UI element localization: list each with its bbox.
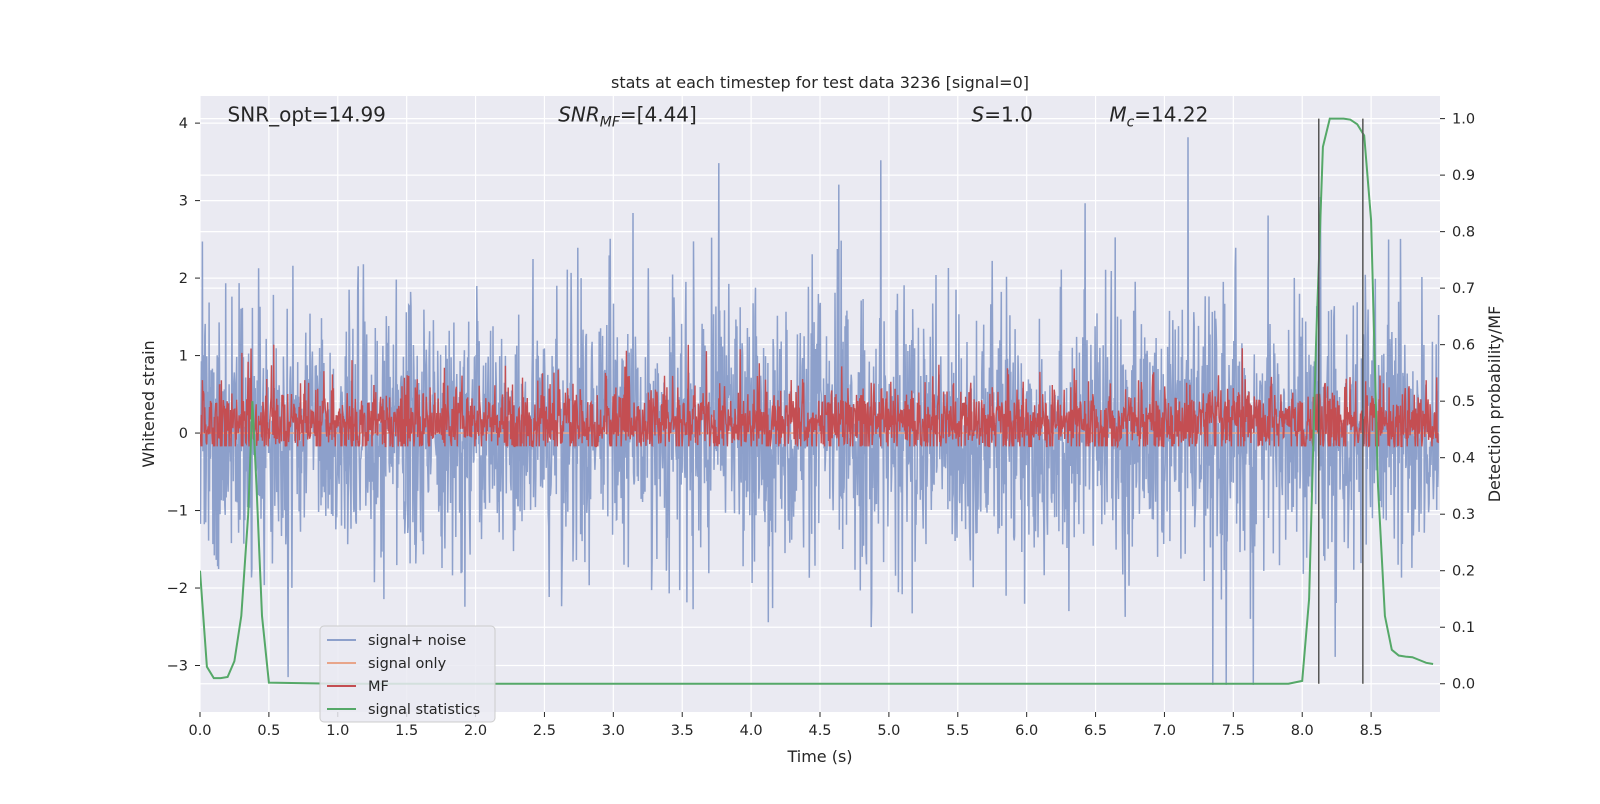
y2-axis-label: Detection probability/MF [1485,306,1504,503]
annotation-symbol: M [1109,102,1126,126]
y2-tick-label: 0.5 [1452,394,1475,410]
y2-tick-label: 0.3 [1452,507,1475,523]
x-tick-label: 7.0 [1153,723,1176,739]
legend: signal+ noise signal only MF signal statist… [319,625,496,723]
y-tick-label: −1 [167,504,188,520]
legend-label: signal only [368,656,447,672]
y2-tick-label: 0.6 [1452,338,1475,354]
x-tick-label: 3.0 [602,723,625,739]
x-tick-label: 4.0 [740,723,763,739]
chart-title: stats at each timestep for test data 323… [611,73,1029,92]
annotation-subscript: MF [600,114,621,130]
x-tick-label: 6.0 [1015,723,1038,739]
y2-tick-label: 0.1 [1452,620,1475,636]
y-tick-label: −3 [167,659,188,675]
y-tick-label: 3 [179,194,188,210]
x-tick-label: 8.5 [1360,723,1383,739]
y2-tick-label: 0.4 [1452,451,1475,467]
x-tick-label: 5.5 [946,723,969,739]
y2-tick-label: 1.0 [1452,112,1475,128]
series-layer [200,117,1440,685]
y-tick-label: −2 [167,581,188,597]
x-tick-label: 0.0 [188,723,211,739]
y-axis-label: Whitened strain [139,340,158,467]
x-tick-label: 4.5 [808,723,831,739]
x-tick-label: 2.5 [533,723,556,739]
annotation: Mc=14.22 [1109,102,1208,130]
annotation: SNRMF=[4.44] [558,102,697,130]
legend-label: MF [368,679,389,695]
x-tick-label: 6.5 [1084,723,1107,739]
legend-box [319,625,496,723]
y2-tick-label: 0.2 [1452,564,1475,580]
x-tick-label: 5.0 [877,723,900,739]
series-mf [200,344,1440,449]
y2-tick-label: 0.0 [1452,677,1475,693]
y2-tick-label: 0.8 [1452,225,1475,241]
y2-tick-label: 0.7 [1452,281,1475,297]
x-axis-label: Time (s) [786,747,852,766]
y-tick-label: 0 [179,426,188,442]
annotation-symbol: S [972,102,985,126]
y-tick-label: 2 [179,271,188,287]
legend-label: signal statistics [368,702,480,718]
x-tick-label: 0.5 [257,723,280,739]
annotation-symbol: SNR [558,102,600,126]
x-tick-label: 7.5 [1222,723,1245,739]
annotation-value: =14.22 [1134,102,1208,126]
x-tick-label: 2.0 [464,723,487,739]
x-tick-label: 1.0 [326,723,349,739]
series-signal-statistics [200,117,1434,685]
axes: 0.0 0.5 1.0 1.5 2.0 2.5 3.0 3.5 4.0 4.5 5.0 5.5 6.0 6… [167,112,1475,739]
x-tick-label: 3.5 [671,723,694,739]
y-tick-label: 4 [179,116,188,132]
y-tick-label: 1 [179,349,188,365]
annotation-value: =[4.44] [620,102,697,126]
x-tick-label: 1.5 [395,723,418,739]
annotation: S=1.0 [972,102,1033,126]
annotation-value: =1.0 [984,102,1033,126]
x-tick-label: 8.0 [1291,723,1314,739]
annotations: SNR_opt=14.99 SNRMF=[4.44] S=1.0 Mc=14.22 [228,102,1209,130]
annotation: SNR_opt=14.99 [228,102,386,126]
legend-label: signal+ noise [368,633,466,649]
y2-tick-label: 0.9 [1452,168,1475,184]
annotation-subscript: c [1127,114,1135,130]
